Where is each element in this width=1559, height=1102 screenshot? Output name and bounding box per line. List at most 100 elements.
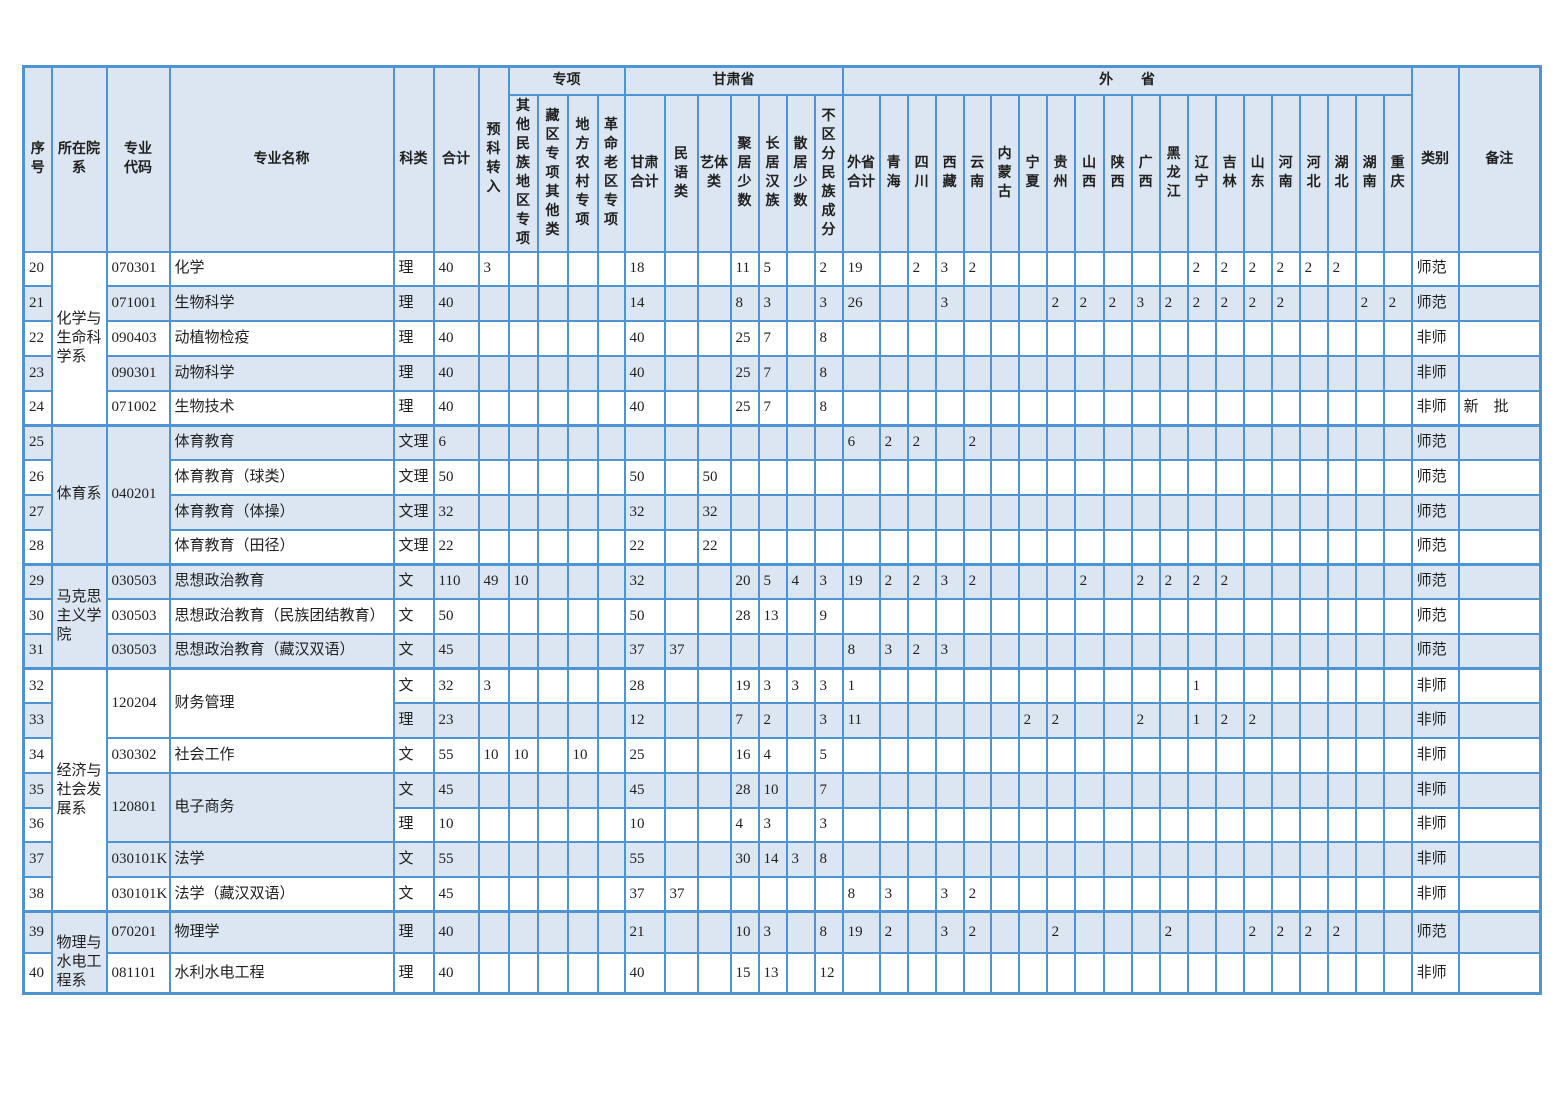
col-header-sp_tb: 藏 区 专 项 其 他 类 bbox=[536, 93, 569, 253]
cell-gs_ml bbox=[663, 598, 699, 635]
cell-ws_total: 19 bbox=[841, 562, 881, 600]
cell-gs_total: 37 bbox=[623, 876, 666, 913]
cell-hlj bbox=[1158, 702, 1189, 739]
cell-total: 32 bbox=[432, 493, 480, 531]
cell-yn bbox=[962, 632, 992, 670]
cell-gx bbox=[1130, 910, 1161, 954]
cell-ln: 1 bbox=[1186, 667, 1217, 705]
cell-qh bbox=[878, 320, 909, 357]
cell-yn: 2 bbox=[962, 423, 992, 461]
cell-hlj bbox=[1158, 493, 1189, 531]
cell-hlj: 2 bbox=[1158, 910, 1189, 954]
cell-gs_bq: 3 bbox=[813, 562, 844, 600]
cell-gs_bq: 8 bbox=[813, 320, 844, 357]
cell-gz bbox=[1045, 806, 1076, 844]
cell-gz bbox=[1045, 320, 1076, 357]
cell-gx bbox=[1130, 320, 1161, 357]
col-header-gs_yt: 艺体 类 bbox=[696, 93, 732, 253]
cell-xz bbox=[934, 841, 965, 878]
cell-jl bbox=[1214, 354, 1245, 392]
cell-remark bbox=[1457, 423, 1542, 461]
cell-seq: 24 bbox=[22, 389, 53, 427]
cell-remark bbox=[1457, 528, 1542, 566]
cell-sp_rv bbox=[596, 771, 626, 809]
cell-gs_total: 22 bbox=[623, 528, 666, 566]
cell-sd bbox=[1242, 771, 1273, 809]
cell-gx: 3 bbox=[1130, 285, 1161, 322]
col-header-hn: 河 南 bbox=[1270, 93, 1301, 253]
cell-prep bbox=[477, 876, 510, 913]
cell-name: 化学 bbox=[168, 250, 395, 288]
cell-gx bbox=[1130, 598, 1161, 635]
cell-sp_rv bbox=[596, 876, 626, 913]
cell-hlj bbox=[1158, 250, 1189, 288]
cell-qh: 2 bbox=[878, 562, 909, 600]
cell-gs_sj bbox=[785, 528, 816, 566]
col-header-sp_rv: 革 命 老 区 专 项 bbox=[596, 93, 626, 253]
cell-sp_rv bbox=[596, 632, 626, 670]
cell-hlj bbox=[1158, 423, 1189, 461]
cell-ln: 1 bbox=[1186, 702, 1217, 739]
cell-sc bbox=[906, 806, 937, 844]
cell-seq: 29 bbox=[22, 562, 53, 600]
cell-gs_yt bbox=[696, 250, 732, 288]
cell-gs_total: 25 bbox=[623, 737, 666, 774]
cell-sp_om bbox=[507, 951, 539, 995]
table-row-33: 33 理 23 12 7 2 3 11 2 2 2 1 2 2 非师 bbox=[22, 702, 1542, 739]
cell-ln: 2 bbox=[1186, 250, 1217, 288]
cell-nmg bbox=[989, 702, 1020, 739]
cell-jl: 2 bbox=[1214, 702, 1245, 739]
cell-xz bbox=[934, 493, 965, 531]
cell-nx bbox=[1017, 737, 1048, 774]
cell-prep: 3 bbox=[477, 667, 510, 705]
cell-sp_lr bbox=[566, 598, 599, 635]
cell-gs_sj bbox=[785, 389, 816, 427]
cell-gs_ml bbox=[663, 702, 699, 739]
cell-cat: 师范 bbox=[1410, 423, 1460, 461]
cell-gs_ml bbox=[663, 320, 699, 357]
cell-gs_yt bbox=[696, 389, 732, 427]
cell-ws_total: 11 bbox=[841, 702, 881, 739]
cell-ln: 2 bbox=[1186, 285, 1217, 322]
enrollment-plan-table-wrap: 序 号所在院 系专业 代码 专业名称 科类 合计 预科 转入 专项 甘肃省外 省类别 备注其 … bbox=[22, 65, 1543, 996]
cell-nx bbox=[1017, 951, 1048, 995]
table-row-35: 35 120801 电子商务文 45 45 28 10 7 非师 bbox=[22, 771, 1542, 844]
cell-hun bbox=[1354, 493, 1385, 531]
cell-sc bbox=[906, 876, 937, 913]
cell-jl bbox=[1214, 771, 1245, 809]
cell-hb bbox=[1298, 951, 1329, 995]
cell-xz: 3 bbox=[934, 910, 965, 954]
cell-name: 动物科学 bbox=[168, 354, 395, 392]
cell-ws_total: 8 bbox=[841, 632, 881, 670]
cell-prep bbox=[477, 459, 510, 496]
table-row-34: 34 030302 社会工作文 55 10 10 10 25 16 4 5 非师 bbox=[22, 737, 1542, 774]
cell-sp_om: 10 bbox=[507, 737, 539, 774]
cell-seq: 22 bbox=[22, 320, 53, 357]
cell-xz bbox=[934, 459, 965, 496]
cell-gs_total bbox=[623, 423, 666, 461]
cell-qh bbox=[878, 702, 909, 739]
cell-jl bbox=[1214, 598, 1245, 635]
cell-remark bbox=[1457, 493, 1542, 531]
cell-qh bbox=[878, 951, 909, 995]
cell-hn bbox=[1270, 493, 1301, 531]
cell-subject: 理 bbox=[392, 702, 435, 739]
cell-hub bbox=[1326, 667, 1357, 705]
cell-nx bbox=[1017, 459, 1048, 496]
cell-ws_total bbox=[841, 493, 881, 531]
cell-code: 030302 bbox=[105, 737, 171, 774]
cell-sp_om: 10 bbox=[507, 562, 539, 600]
cell-shx bbox=[1102, 528, 1133, 566]
cell-sp_om bbox=[507, 876, 539, 913]
cell-gs_bq bbox=[813, 493, 844, 531]
cell-sp_lr bbox=[566, 702, 599, 739]
cell-sd: 2 bbox=[1242, 285, 1273, 322]
cell-sp_om bbox=[507, 493, 539, 531]
cell-xz bbox=[934, 354, 965, 392]
cell-ws_total bbox=[841, 951, 881, 995]
cell-gs_total: 28 bbox=[623, 667, 666, 705]
cell-hn bbox=[1270, 562, 1301, 600]
cell-nmg bbox=[989, 493, 1020, 531]
cell-sp_lr bbox=[566, 423, 599, 461]
cell-hb bbox=[1298, 320, 1329, 357]
